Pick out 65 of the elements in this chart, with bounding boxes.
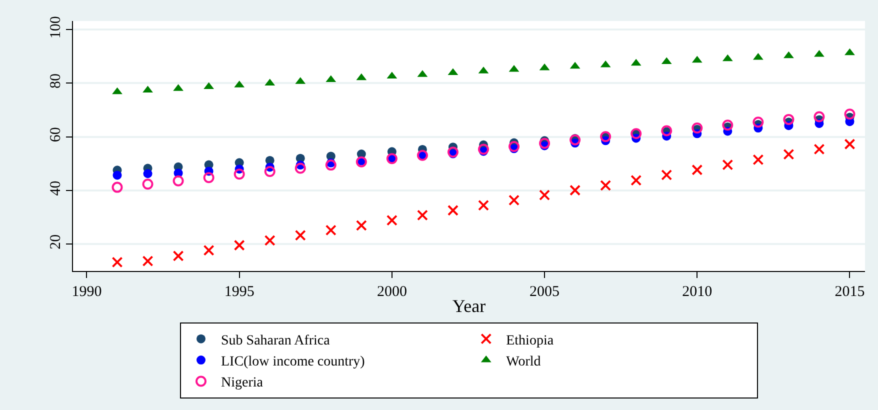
- point: [264, 166, 276, 177]
- point: [783, 148, 794, 160]
- x-tick-label: 1995: [224, 284, 254, 300]
- point: [447, 204, 458, 216]
- point: [814, 144, 825, 155]
- y-tick-label: 80: [48, 73, 64, 88]
- point: [172, 175, 184, 186]
- point: [142, 178, 154, 190]
- point: [539, 138, 550, 149]
- point: [356, 220, 367, 231]
- point: [143, 169, 152, 178]
- y-tick-label: 40: [48, 180, 64, 196]
- point: [112, 87, 122, 94]
- point: [570, 184, 581, 196]
- point: [447, 146, 458, 158]
- point: [630, 174, 642, 186]
- legend-label: World: [506, 354, 541, 370]
- point: [325, 224, 336, 236]
- x-tick-label: 2005: [530, 284, 560, 300]
- point: [692, 164, 703, 176]
- point: [264, 234, 276, 246]
- point: [844, 48, 855, 56]
- point: [386, 214, 398, 226]
- point: [844, 108, 856, 120]
- x-tick-label: 2015: [834, 284, 865, 300]
- point: [752, 154, 764, 166]
- point: [112, 256, 123, 268]
- point: [478, 144, 489, 155]
- x-tick-label: 2000: [376, 284, 407, 300]
- point: [294, 162, 306, 174]
- point: [722, 120, 734, 131]
- legend-label: Nigeria: [221, 376, 264, 391]
- point: [600, 180, 612, 191]
- point: [814, 111, 825, 122]
- x-tick-label: 2010: [682, 284, 712, 300]
- x-tick-label: 1990: [72, 284, 102, 300]
- point: [508, 194, 520, 206]
- x-axis-title: Year: [452, 296, 486, 316]
- point: [722, 159, 734, 170]
- point: [203, 172, 214, 184]
- point: [112, 170, 122, 180]
- point: [844, 138, 856, 150]
- point: [752, 116, 764, 128]
- point: [416, 210, 428, 221]
- point: [478, 200, 489, 211]
- point: [784, 51, 794, 58]
- point: [539, 190, 550, 201]
- point: [142, 256, 154, 267]
- legend-label: LIC(low income country): [221, 354, 366, 370]
- point: [203, 244, 214, 256]
- legend-label: Ethiopia: [506, 333, 554, 348]
- point: [234, 168, 245, 180]
- point: [172, 250, 184, 262]
- point: [570, 134, 581, 146]
- point: [234, 240, 245, 251]
- point: [325, 160, 336, 171]
- point: [783, 114, 794, 125]
- y-tick-label: 60: [48, 127, 64, 142]
- y-tick-label: 20: [48, 234, 64, 250]
- point: [508, 141, 520, 152]
- point: [112, 182, 123, 193]
- y-tick-label: 100: [48, 16, 64, 39]
- legend-label: Sub Saharan Africa: [221, 333, 331, 348]
- point: [661, 169, 672, 180]
- point: [294, 230, 306, 241]
